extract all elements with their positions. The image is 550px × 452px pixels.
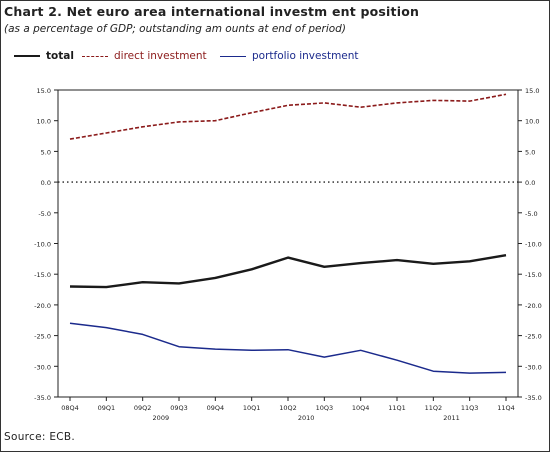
x-tick-label: 10Q4 <box>352 404 370 412</box>
x-tick-label: 10Q2 <box>279 404 297 412</box>
x-tick-label: 11Q2 <box>425 404 443 412</box>
chart-subtitle: (as a percentage of GDP; outstanding am … <box>4 23 346 35</box>
y-tick-label-right: 15.0 <box>525 87 539 95</box>
year-label: 2010 <box>298 414 315 422</box>
year-label: 2011 <box>443 414 460 422</box>
legend-swatch-portfolio-investment <box>220 55 246 57</box>
legend-item-direct-investment: direct investment <box>82 50 207 62</box>
y-tick-label-left: 10.0 <box>37 118 51 126</box>
y-tick-label-left: -35.0 <box>34 394 51 402</box>
x-tick-label: 08Q4 <box>61 404 79 412</box>
y-tick-label-left: 0.0 <box>41 179 51 187</box>
y-tick-label-left: 15.0 <box>37 87 51 95</box>
y-tick-label-right: 5.0 <box>525 148 535 156</box>
x-tick-label: 09Q2 <box>134 404 152 412</box>
x-tick-label: 11Q4 <box>497 404 515 412</box>
x-tick-label: 09Q4 <box>207 404 225 412</box>
y-tick-label-left: -5.0 <box>38 210 51 218</box>
legend-item-total: total <box>14 50 74 62</box>
x-tick-label: 10Q1 <box>243 404 261 412</box>
y-tick-label-right: 0.0 <box>525 179 535 187</box>
y-tick-label-left: 5.0 <box>41 148 51 156</box>
series-line-total <box>69 254 507 289</box>
x-tick-label: 10Q3 <box>316 404 334 412</box>
legend-item-portfolio-investment: portfolio investment <box>220 50 359 62</box>
y-tick-label-right: -25.0 <box>525 333 542 341</box>
y-tick-label-left: -25.0 <box>34 333 51 341</box>
x-tick-label: 11Q3 <box>461 404 479 412</box>
y-tick-label-right: -15.0 <box>525 271 542 279</box>
y-tick-label-left: -15.0 <box>34 271 51 279</box>
x-tick-label: 09Q3 <box>170 404 188 412</box>
y-tick-label-right: -30.0 <box>525 363 542 371</box>
y-tick-label-right: -20.0 <box>525 302 542 310</box>
y-tick-label-left: -10.0 <box>34 241 51 249</box>
y-tick-label-right: 10.0 <box>525 118 539 126</box>
legend-swatch-direct-investment <box>82 55 108 57</box>
y-tick-label-left: -20.0 <box>34 302 51 310</box>
y-tick-label-left: -30.0 <box>34 363 51 371</box>
y-tick-label-right: -5.0 <box>525 210 538 218</box>
y-tick-label-right: -10.0 <box>525 241 542 249</box>
chart-title: Chart 2. Net euro area international inv… <box>4 4 420 19</box>
series-line-portfolio-investment <box>69 322 507 374</box>
legend-label-portfolio-investment: portfolio investment <box>252 50 359 62</box>
source-note: Source: ECB. <box>4 431 76 443</box>
plot-area <box>57 89 519 398</box>
legend-label-direct-investment: direct investment <box>114 50 207 62</box>
x-tick-label: 11Q1 <box>388 404 406 412</box>
y-tick-label-right: -35.0 <box>525 394 542 402</box>
year-label: 2009 <box>153 414 170 422</box>
legend-swatch-total <box>14 55 40 57</box>
series-line-direct-investment <box>69 93 507 140</box>
legend-label-total: total <box>46 50 74 62</box>
legend: total direct investment portfolio invest… <box>0 50 550 68</box>
x-tick-label: 09Q1 <box>98 404 116 412</box>
